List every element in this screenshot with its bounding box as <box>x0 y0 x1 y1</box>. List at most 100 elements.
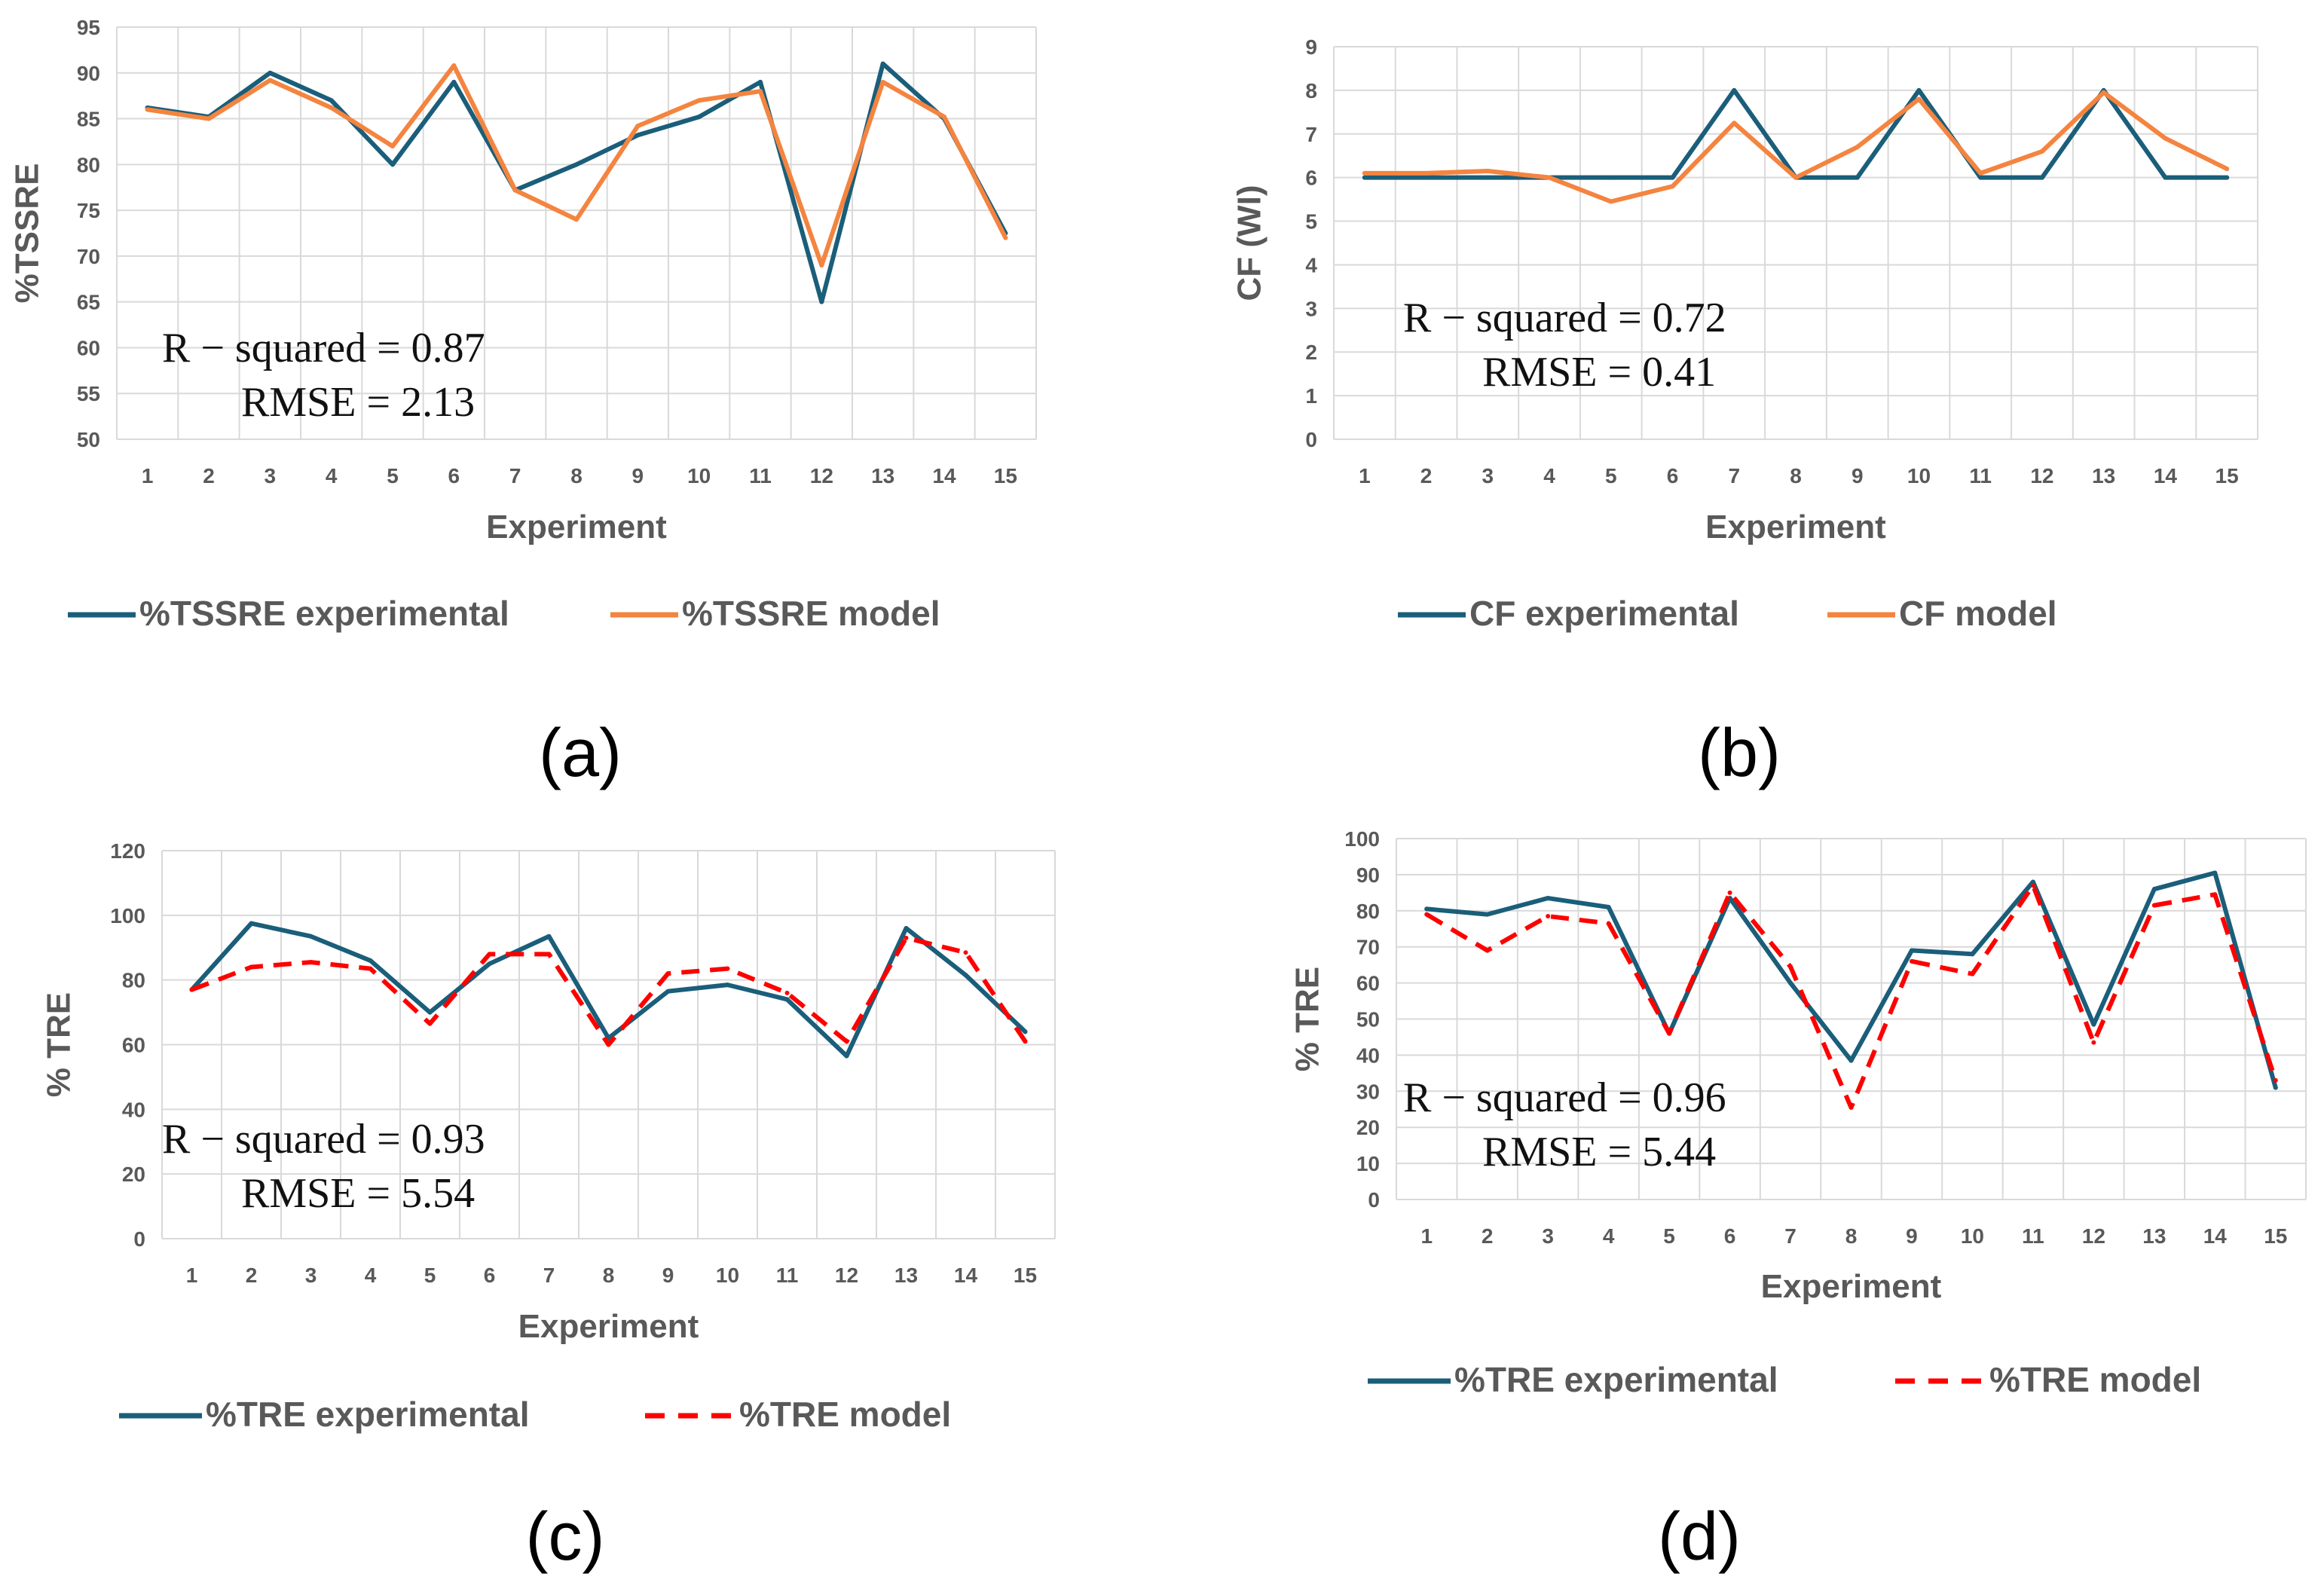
series-2-point <box>784 990 790 995</box>
x-axis-title: Experiment <box>518 1308 699 1345</box>
x-tick-label: 12 <box>2030 464 2053 487</box>
series-2-point <box>308 960 313 965</box>
x-tick-label: 6 <box>1724 1224 1736 1248</box>
r-squared-annotation: R − squared = 0.93 <box>162 1116 485 1163</box>
series-2-point <box>904 935 909 940</box>
series-2-point <box>1788 964 1793 970</box>
x-tick-label: 7 <box>1728 464 1740 487</box>
series-2-point <box>206 116 211 121</box>
x-axis-title: Experiment <box>486 509 667 545</box>
series-2-point <box>574 217 579 222</box>
x-tick-label: 3 <box>265 464 277 487</box>
y-tick-label: 9 <box>1305 35 1317 59</box>
series-1-point <box>2151 887 2157 892</box>
r-squared-annotation: R − squared = 0.72 <box>1403 295 1726 341</box>
series-2-point <box>2039 148 2044 154</box>
series-1-point <box>268 70 273 75</box>
series-2-point <box>1485 948 1490 953</box>
x-tick-label: 5 <box>424 1264 436 1287</box>
x-tick-label: 3 <box>1482 464 1494 487</box>
series-1-point <box>2091 1022 2096 1027</box>
series-1-point <box>2039 175 2044 180</box>
y-tick-label: 20 <box>1356 1116 1380 1139</box>
series-2-point <box>1978 170 1983 176</box>
legend-label-1: %TSSRE experimental <box>139 594 509 633</box>
x-tick-label: 12 <box>835 1264 858 1287</box>
series-2-point <box>963 950 968 955</box>
y-tick-label: 60 <box>1356 972 1380 995</box>
y-tick-label: 3 <box>1305 297 1317 320</box>
series-2-point <box>1546 913 1551 918</box>
x-tick-label: 13 <box>2092 464 2115 487</box>
series-2-point <box>546 952 552 957</box>
x-tick-label: 2 <box>1482 1224 1494 1248</box>
series-2-point <box>1727 890 1732 895</box>
series-1-point <box>2030 879 2035 885</box>
rmse-annotation: RMSE = 5.54 <box>241 1170 475 1217</box>
series-1-point <box>1916 87 1922 93</box>
series-1-point <box>1546 896 1551 901</box>
series-1-point <box>2225 175 2230 180</box>
series-2-point <box>329 105 334 110</box>
y-axis-title: %TSSRE <box>9 163 46 304</box>
series-1-point <box>696 115 702 120</box>
x-tick-label: 4 <box>326 464 338 487</box>
series-1-point <box>1670 175 1675 180</box>
panel-label: (b) <box>1698 716 1781 791</box>
x-tick-label: 2 <box>203 464 215 487</box>
x-tick-label: 1 <box>1359 464 1371 487</box>
legend-label-2: %TSSRE model <box>682 594 940 633</box>
series-1-point <box>1023 1029 1028 1034</box>
series-2-point <box>1793 175 1798 180</box>
x-tick-label: 11 <box>749 464 772 487</box>
series-1-point <box>1608 175 1613 180</box>
x-tick-label: 6 <box>1667 464 1679 487</box>
series-2-point <box>2163 136 2168 141</box>
series-2-point <box>2225 167 2230 172</box>
y-axis-title: CF (WI) <box>1231 185 1268 301</box>
r-squared-annotation: R − squared = 0.96 <box>1403 1074 1726 1121</box>
x-tick-label: 7 <box>1784 1224 1797 1248</box>
x-tick-label: 14 <box>2154 464 2178 487</box>
y-tick-label: 80 <box>1356 900 1380 923</box>
x-tick-label: 12 <box>2082 1224 2105 1248</box>
x-tick-label: 5 <box>1663 1224 1675 1248</box>
x-tick-label: 9 <box>662 1264 674 1287</box>
series-1-point <box>784 997 790 1002</box>
x-tick-label: 13 <box>2142 1224 2166 1248</box>
series-1-point <box>880 61 885 66</box>
series-2-point <box>2030 883 2035 888</box>
series-2-point <box>189 987 194 992</box>
x-tick-label: 10 <box>1961 1224 1984 1248</box>
x-tick-label: 15 <box>994 464 1017 487</box>
x-tick-label: 10 <box>716 1264 739 1287</box>
series-2-point <box>942 115 946 120</box>
y-axis-title: % TRE <box>41 992 78 1097</box>
series-1-point <box>844 1053 849 1059</box>
series-2-point <box>1732 121 1737 126</box>
series-2-point <box>758 89 763 94</box>
series-1-point <box>1909 948 1914 953</box>
y-tick-label: 10 <box>1356 1152 1380 1175</box>
series-2-point <box>1667 1031 1672 1036</box>
series-1-point <box>2212 870 2218 876</box>
series-1-point <box>2273 1085 2278 1090</box>
series-2-point <box>606 1042 611 1047</box>
x-tick-label: 3 <box>305 1264 317 1287</box>
series-1-point <box>249 921 254 926</box>
series-2-point <box>2151 903 2157 908</box>
series-1-point <box>427 1010 433 1015</box>
x-tick-label: 15 <box>2264 1224 2287 1248</box>
series-2-point <box>1970 971 1975 976</box>
legend-label-2: %TRE model <box>1989 1360 2201 1399</box>
series-1-point <box>308 934 313 939</box>
x-tick-label: 9 <box>1906 1224 1918 1248</box>
y-tick-label: 95 <box>77 16 100 39</box>
x-tick-label: 11 <box>1969 464 1992 487</box>
x-axis-title: Experiment <box>1705 509 1886 545</box>
x-tick-label: 9 <box>1852 464 1864 487</box>
y-tick-label: 1 <box>1305 384 1317 408</box>
y-tick-label: 2 <box>1305 341 1317 364</box>
y-tick-label: 30 <box>1356 1080 1380 1103</box>
y-axis-title: % TRE <box>1289 967 1326 1071</box>
